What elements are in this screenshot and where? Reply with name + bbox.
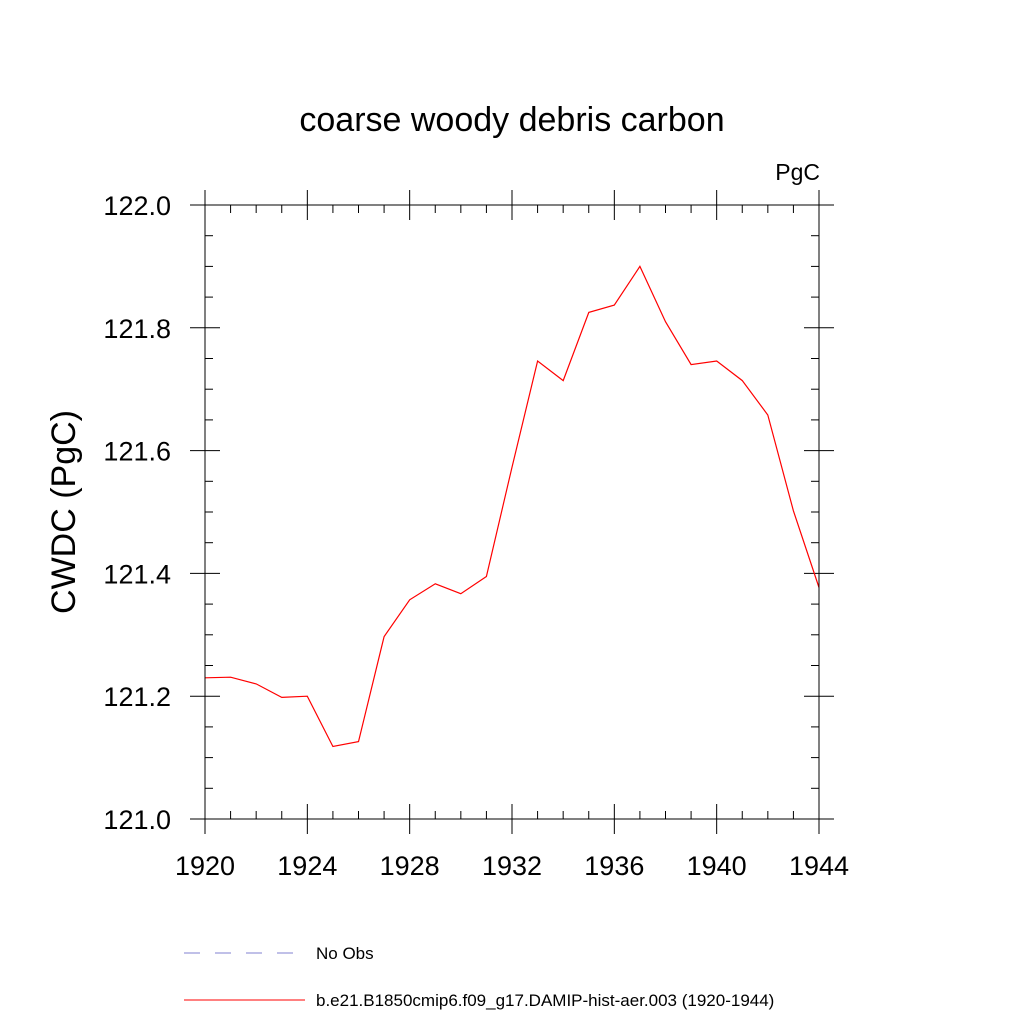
x-tick-label: 1924 <box>277 851 337 881</box>
plot-frame <box>204 204 820 820</box>
legend-label-no-obs: No Obs <box>316 944 374 963</box>
chart-title: coarse woody debris carbon <box>299 101 724 139</box>
y-tick-label: 121.2 <box>103 682 171 712</box>
y-tick-label: 121.4 <box>103 559 171 589</box>
x-tick-label: 1944 <box>789 851 849 881</box>
series-line <box>204 265 820 748</box>
y-tick-label: 121.8 <box>103 314 171 344</box>
x-tick-label: 1920 <box>175 851 235 881</box>
y-axis-label: CWDC (PgC) <box>45 410 83 614</box>
y-tick-label: 121.6 <box>103 437 171 467</box>
x-tick-label: 1936 <box>584 851 644 881</box>
y-ticks <box>190 204 834 820</box>
x-ticks <box>204 190 820 834</box>
units-label: PgC <box>775 159 820 185</box>
series-group <box>204 265 820 748</box>
x-tick-labels: 1920 1924 1928 1932 1936 1940 1944 <box>175 851 849 881</box>
x-tick-label: 1928 <box>380 851 440 881</box>
legend: No Obs b.e21.B1850cmip6.f09_g17.DAMIP-hi… <box>184 944 774 1010</box>
y-tick-label: 122.0 <box>103 191 171 221</box>
x-tick-label: 1932 <box>482 851 542 881</box>
y-tick-label: 121.0 <box>103 805 171 835</box>
x-tick-label: 1940 <box>687 851 747 881</box>
legend-label-run: b.e21.B1850cmip6.f09_g17.DAMIP-hist-aer.… <box>316 991 774 1010</box>
y-tick-labels: 121.0 121.2 121.4 121.6 121.8 122.0 <box>103 191 171 835</box>
